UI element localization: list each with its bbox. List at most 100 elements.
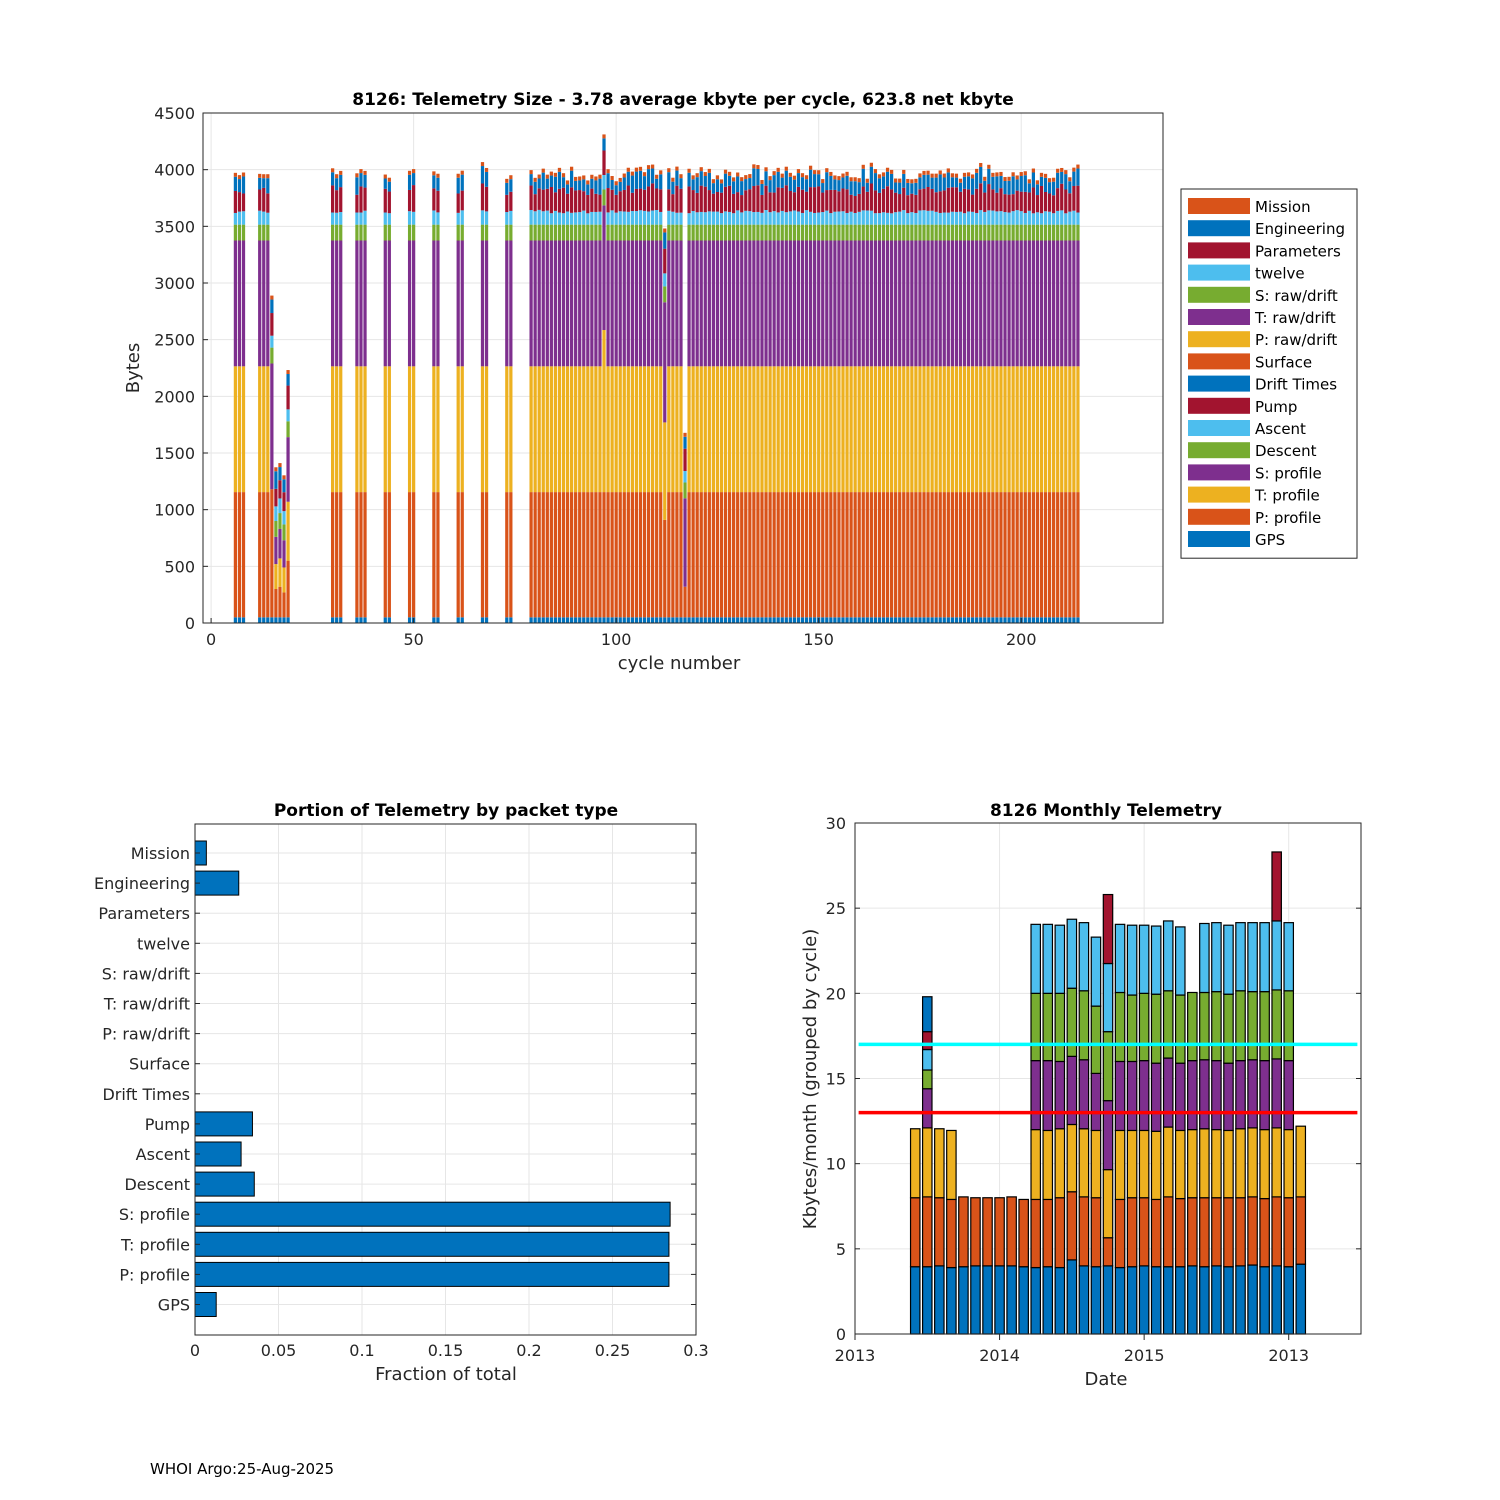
top-bar-segment [780, 224, 784, 241]
top-bar-segment [634, 224, 639, 241]
top-bar-segment [902, 187, 906, 211]
top-bar-segment [679, 224, 683, 241]
top-bar-segment [962, 617, 967, 623]
top-bar-segment [1015, 240, 1019, 367]
top-bar-segment [1011, 224, 1015, 241]
top-bar-segment [857, 617, 861, 623]
top-bar-segment [262, 211, 266, 225]
br-bar-segment [1247, 1127, 1258, 1198]
top-bar-segment [586, 492, 590, 618]
br-bar-segment [1223, 1062, 1234, 1132]
top-bar-segment [995, 240, 999, 367]
top-bar-segment [671, 211, 675, 225]
top-bar-segment [262, 187, 266, 212]
top-bar-segment [618, 240, 622, 367]
top-bar-segment [873, 617, 878, 623]
top-bar-segment [1052, 240, 1056, 367]
legend-label: Surface [1255, 353, 1312, 371]
top-bar-segment [1064, 366, 1068, 493]
top-bar-segment [821, 212, 825, 225]
top-bar-segment [505, 366, 509, 493]
bl-bar [194, 1231, 670, 1257]
top-bar-segment [1027, 492, 1031, 618]
bl-xtick-label: 0.2 [516, 1341, 541, 1360]
br-bar-segment [958, 1196, 969, 1268]
top-bar-segment [363, 174, 367, 188]
top-bar-segment [663, 273, 667, 287]
top-bar-segment [278, 528, 282, 559]
top-bar-segment [764, 492, 768, 618]
top-bar-segment [910, 240, 914, 367]
top-bar-segment [630, 240, 634, 367]
br-bar-segment [1102, 1169, 1114, 1239]
top-bar-segment [460, 174, 464, 191]
top-bar-segment [663, 286, 667, 303]
top-bar-segment [1064, 213, 1068, 225]
top-bar-segment [282, 475, 286, 480]
top-bar-segment [942, 240, 946, 367]
top-bar-segment [695, 240, 699, 367]
br-bar-segment [1283, 990, 1295, 1062]
top-bar-segment [756, 211, 760, 225]
top-bar-segment [634, 188, 639, 212]
top-bar-segment [987, 366, 991, 493]
top-bar-segment [740, 177, 744, 182]
top-bar-segment [638, 617, 643, 623]
top-bar-segment [651, 168, 655, 184]
top-bar-segment [1068, 211, 1072, 225]
top-bar-segment [618, 177, 622, 182]
top-bar-segment [873, 213, 878, 225]
legend-label: S: profile [1255, 464, 1322, 482]
top-bar-segment [946, 187, 950, 213]
top-bar-segment [606, 240, 610, 367]
top-bar-segment [610, 617, 614, 623]
top-bar-segment [881, 188, 886, 213]
top-bar-segment [768, 366, 772, 493]
top-bar-segment [634, 240, 639, 367]
top-bar-segment [626, 240, 630, 367]
top-bar-segment [691, 179, 695, 191]
top-bar-segment [687, 224, 691, 241]
top-bar-segment [541, 366, 545, 493]
top-bar-segment [594, 366, 598, 493]
top-bar-segment [748, 189, 752, 212]
br-ytick-label: 10 [826, 1155, 846, 1174]
br-bar-segment [1102, 1237, 1114, 1267]
top-bar-segment [549, 617, 553, 623]
top-bar-segment [829, 366, 833, 493]
br-bar-segment [1126, 1129, 1138, 1199]
top-bar-segment [877, 178, 882, 193]
top-bar-segment [987, 164, 991, 169]
top-bar-segment [509, 210, 513, 225]
top-bar-segment [748, 178, 752, 190]
top-bar-segment [889, 617, 894, 623]
top-bar-segment [574, 240, 578, 367]
top-bar-segment [278, 480, 282, 499]
top-bar-segment [703, 176, 707, 187]
top-bar-segment [1015, 190, 1019, 211]
top-bar-segment [258, 492, 262, 618]
top-bar-segment [630, 192, 634, 212]
top-bar-segment [1056, 188, 1060, 211]
bl-bars [194, 840, 671, 1317]
legend-swatch [1188, 531, 1250, 547]
top-bar-segment [574, 366, 578, 493]
top-bar-segment [869, 224, 873, 241]
top-bar-segment [646, 169, 651, 187]
top-bar-segment [825, 224, 829, 241]
top-bar-segment [687, 366, 691, 493]
top-bar-segment [833, 175, 837, 180]
top-bar-segment [618, 366, 622, 493]
top-bar-segment [736, 224, 740, 241]
br-bar-segment [1162, 1057, 1174, 1128]
top-bar-segment [387, 224, 391, 241]
top-bar-segment [582, 179, 586, 192]
top-bar-segment [460, 617, 464, 623]
top-bar-segment [845, 492, 849, 618]
top-bar-segment [873, 240, 878, 367]
top-bar-segment [975, 172, 979, 189]
top-bar-segment [1072, 167, 1076, 172]
top-bar-segment [282, 524, 286, 541]
bl-ytick-label: T: raw/drift [103, 995, 190, 1014]
top-bar-segment [918, 210, 922, 225]
